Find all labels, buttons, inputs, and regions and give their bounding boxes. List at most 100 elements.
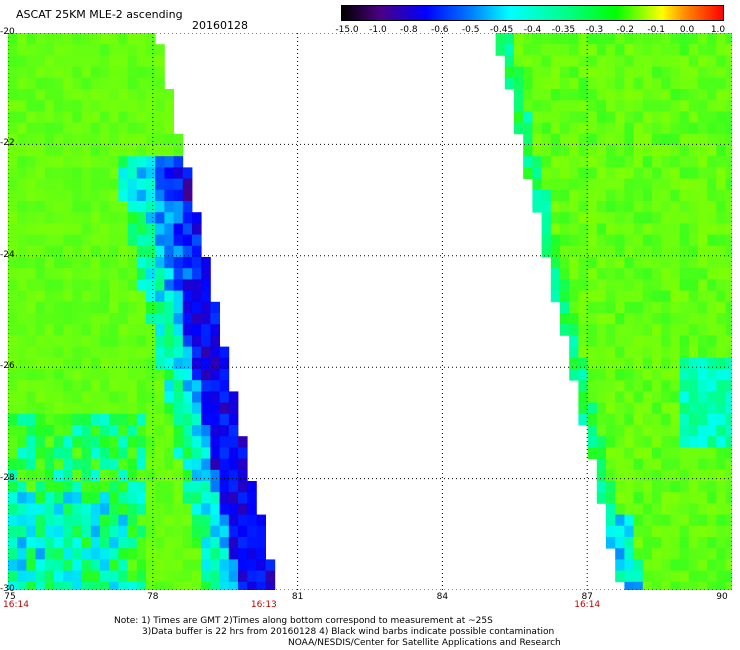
data-cell: [8, 268, 18, 280]
data-cell: [63, 369, 73, 381]
data-cell: [698, 346, 708, 359]
data-cell: [716, 44, 726, 56]
data-cell: [679, 178, 690, 191]
data-cell: [560, 133, 570, 146]
data-cell: [716, 201, 726, 213]
data-cell: [35, 413, 46, 426]
data-cell: [569, 201, 579, 213]
data-cell: [136, 581, 147, 590]
data-cell: [54, 257, 64, 269]
data-cell: [633, 335, 644, 347]
data-cell: [146, 178, 156, 191]
data-cell: [514, 89, 524, 101]
data-cell: [155, 245, 165, 258]
data-cell: [35, 234, 46, 247]
data-cell: [63, 201, 73, 213]
data-cell: [72, 581, 82, 590]
data-cell: [201, 436, 211, 448]
data-cell: [633, 44, 644, 56]
data-cell: [725, 257, 732, 269]
data-cell: [541, 234, 552, 247]
data-cell: [642, 369, 653, 381]
data-cell: [725, 469, 732, 482]
data-cell: [136, 380, 147, 392]
data-cell: [633, 201, 644, 213]
data-cell: [560, 111, 570, 123]
data-cell: [587, 44, 598, 56]
data-cell: [81, 447, 92, 459]
data-cell: [192, 335, 202, 347]
data-cell: [688, 245, 699, 258]
data-cell: [698, 369, 708, 381]
data-cell: [652, 402, 662, 415]
data-cell: [192, 257, 202, 269]
data-cell: [624, 89, 634, 101]
data-cell: [17, 525, 27, 538]
data-cell: [523, 167, 533, 179]
data-cell: [8, 257, 18, 269]
data-cell: [17, 156, 27, 168]
data-cell: [210, 324, 220, 336]
data-cell: [182, 201, 193, 213]
data-cell: [155, 436, 165, 448]
colorbar-label: 1.0: [710, 25, 726, 35]
data-cell: [615, 537, 625, 549]
data-cell: [725, 66, 732, 79]
data-cell: [182, 212, 193, 224]
data-cell: [173, 413, 184, 426]
data-cell: [596, 189, 607, 202]
latitude-tick-label: -20: [0, 27, 15, 37]
data-cell: [63, 402, 73, 415]
data-cell: [26, 223, 36, 235]
data-cell: [127, 301, 138, 314]
data-cell: [606, 66, 616, 79]
data-cell: [35, 346, 46, 359]
data-cell: [688, 413, 699, 426]
data-cell: [228, 458, 239, 471]
data-cell: [596, 44, 607, 56]
data-cell: [652, 380, 662, 392]
data-cell: [615, 245, 625, 258]
data-cell: [624, 77, 634, 90]
data-cell: [716, 234, 726, 247]
data-cell: [173, 212, 184, 224]
data-cell: [238, 548, 248, 560]
data-cell: [688, 425, 699, 437]
data-cell: [210, 458, 220, 471]
data-cell: [238, 525, 248, 538]
data-cell: [247, 548, 257, 560]
data-cell: [624, 525, 634, 538]
data-cell: [136, 413, 147, 426]
data-cell: [652, 469, 662, 482]
data-cell: [136, 391, 147, 403]
data-cell: [633, 89, 644, 101]
data-cell: [716, 548, 726, 560]
data-cell: [633, 290, 644, 303]
data-cell: [716, 111, 726, 123]
data-cell: [90, 324, 101, 336]
data-cell: [17, 33, 27, 45]
data-cell: [109, 581, 119, 590]
data-cell: [606, 380, 616, 392]
data-cell: [587, 201, 598, 213]
data-cell: [90, 436, 101, 448]
data-cell: [661, 492, 671, 504]
data-cell: [192, 581, 202, 590]
data-cell: [587, 324, 598, 336]
data-cell: [54, 559, 64, 571]
data-cell: [642, 402, 653, 415]
data-cell: [54, 469, 64, 482]
data-cell: [63, 559, 73, 571]
data-cell: [136, 156, 147, 168]
data-cell: [54, 458, 64, 471]
data-cell: [707, 156, 717, 168]
data-cell: [596, 167, 607, 179]
data-cell: [63, 66, 73, 79]
data-cell: [587, 111, 598, 123]
data-cell: [63, 133, 73, 146]
data-cell: [155, 301, 165, 314]
data-cell: [606, 167, 616, 179]
data-cell: [661, 413, 671, 426]
data-cell: [17, 559, 27, 571]
data-cell: [136, 279, 147, 291]
